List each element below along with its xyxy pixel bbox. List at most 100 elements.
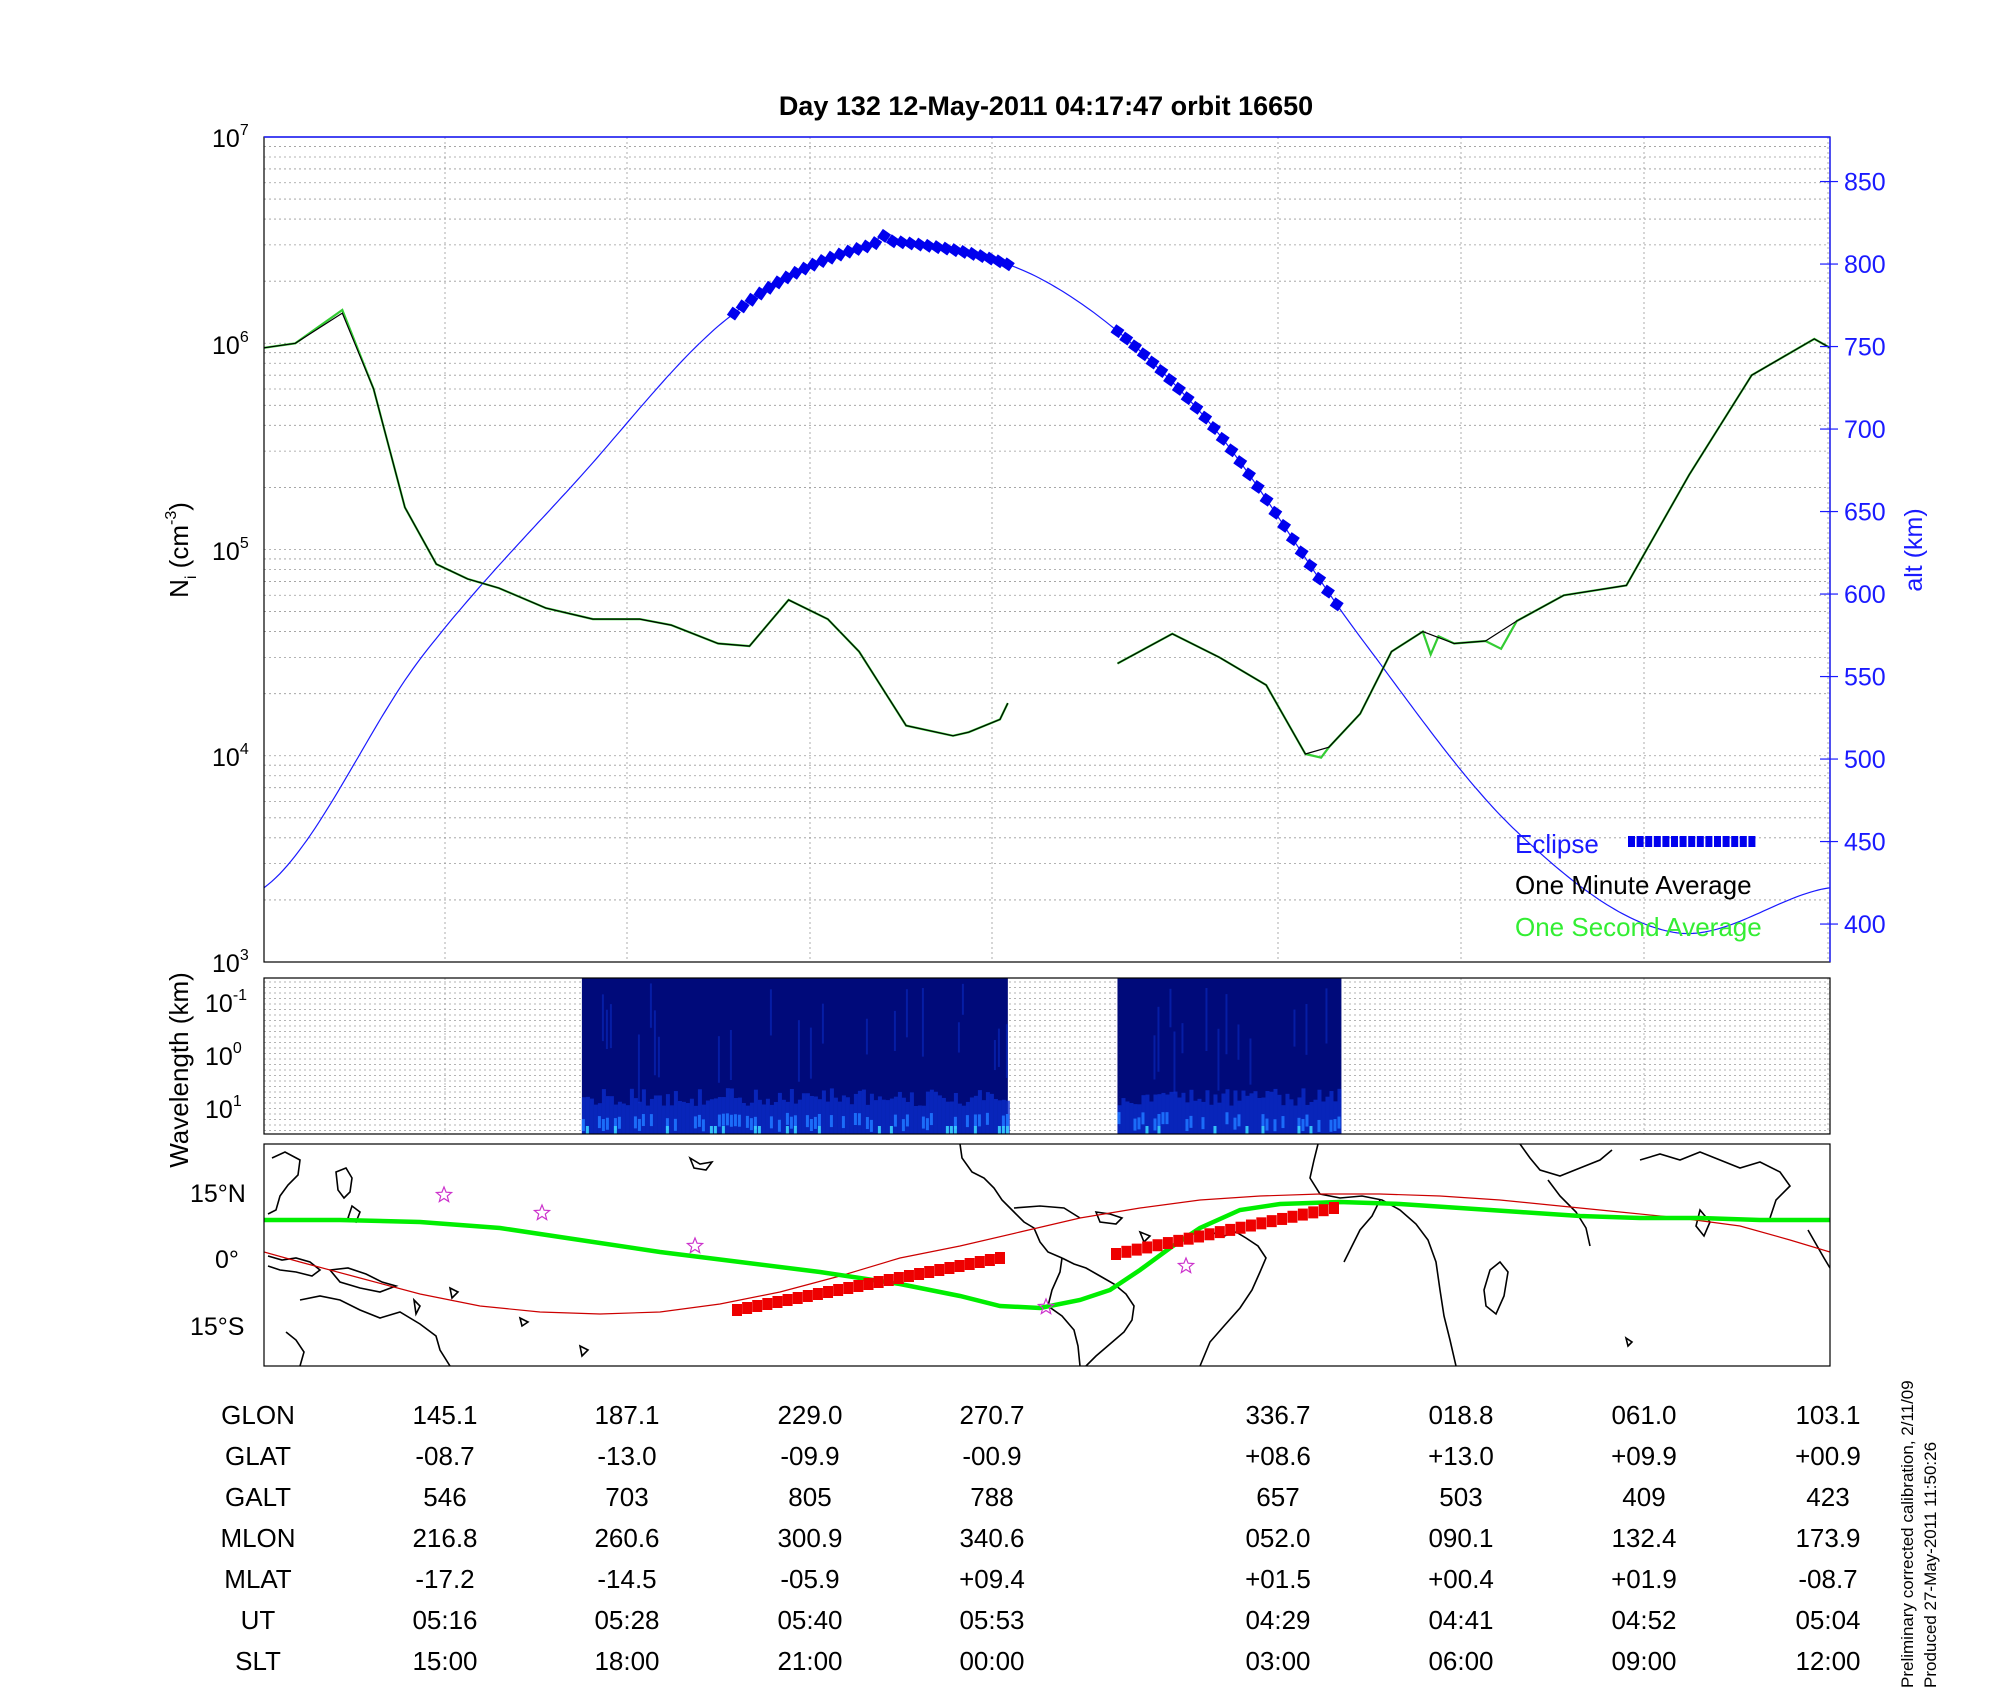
table-row-label: GLAT (225, 1441, 291, 1471)
station-star (1176, 1256, 1196, 1274)
eclipse-marker (1180, 391, 1195, 406)
legend-one-minute: One Minute Average (1515, 870, 1752, 900)
spectro-cell (829, 1088, 834, 1134)
wavelength-axis-label: Wavelength (km) (164, 972, 194, 1168)
y2-tick-label: 550 (1844, 664, 1886, 692)
spectro-cell (813, 1096, 818, 1134)
legend-eclipse: Eclipse (1515, 829, 1599, 859)
spectro-cell (1181, 1092, 1186, 1134)
svg-text:100: 100 (205, 1040, 242, 1071)
spectro-streak (605, 1009, 608, 1050)
spectro-cell (605, 1096, 610, 1134)
spectro-cell (653, 1095, 658, 1134)
station-star (685, 1236, 705, 1254)
one-minute-average-line (264, 312, 1009, 737)
table-cell: 423 (1806, 1482, 1849, 1512)
table-cell: -08.7 (415, 1441, 474, 1471)
coastline (1639, 1151, 1792, 1219)
spectro-cell (637, 1101, 642, 1134)
map-eclipse-marker (1318, 1204, 1329, 1217)
spectro-cell (841, 1116, 845, 1129)
spectro-cell (621, 1103, 626, 1134)
eclipse-marker (1303, 558, 1318, 573)
eclipse-marker (1128, 339, 1142, 354)
spectro-streak (1157, 1006, 1160, 1072)
spectro-cell (1245, 1126, 1249, 1134)
spectro-streak (1181, 1023, 1184, 1054)
spectro-cell (721, 1126, 725, 1134)
map-eclipse-marker (782, 1294, 793, 1306)
spectro-cell (1145, 1126, 1149, 1134)
legend: Eclipse One Minute Average One Second Av… (1515, 829, 1762, 942)
spectro-cell (1301, 1119, 1305, 1132)
y2-tick-label: 600 (1844, 581, 1886, 609)
spectro-cell (1297, 1126, 1301, 1134)
table-cell: 103.1 (1795, 1400, 1860, 1430)
spectro-cell (1197, 1098, 1202, 1134)
eclipse-marker (1329, 597, 1344, 612)
spectro-cell (641, 1114, 645, 1127)
spectro-cell (949, 1126, 953, 1134)
spectro-cell (1117, 1112, 1121, 1125)
spectro-cell (1205, 1090, 1210, 1134)
map-eclipse-marker (1225, 1223, 1236, 1236)
spectro-cell (689, 1098, 694, 1134)
spectro-cell (1189, 1115, 1193, 1128)
spectro-cell (777, 1092, 782, 1134)
spectro-cell (701, 1119, 705, 1132)
spectro-cell (589, 1098, 594, 1134)
map-eclipse-marker (1297, 1208, 1308, 1221)
spectro-cell (901, 1097, 906, 1134)
density-lines (264, 308, 1830, 759)
map-eclipse-marker (1266, 1215, 1277, 1228)
map-eclipse-marker (833, 1284, 844, 1296)
table-cell: 270.7 (959, 1400, 1024, 1430)
spectro-cell (645, 1105, 650, 1134)
spectro-cell (821, 1090, 826, 1134)
right-axis-ticks: 400 450 500 550 600 650 700 750 800 850 (1820, 169, 1886, 939)
table-cell: 05:04 (1795, 1605, 1860, 1635)
spectro-streak (821, 1003, 824, 1044)
spectro-cell (725, 1088, 730, 1134)
spectro-cell (789, 1116, 793, 1129)
eclipse-marker (1215, 431, 1230, 446)
spectro-cell (1213, 1126, 1217, 1134)
spectro-cell (789, 1088, 794, 1134)
map-eclipse-marker (1142, 1241, 1153, 1254)
spectro-cell (1325, 1096, 1330, 1134)
spectro-cell (941, 1097, 946, 1134)
map-eclipse-marker (934, 1264, 945, 1276)
wl-tick-2: 100 (205, 1040, 242, 1071)
spectro-cell (1185, 1119, 1189, 1132)
eclipse-marker (894, 235, 909, 250)
map-eclipse-marker (802, 1290, 813, 1302)
spectro-cell (1337, 1088, 1342, 1134)
one-second-average-line (264, 308, 1009, 737)
legend-eclipse-square (1636, 836, 1644, 847)
coastline (299, 1295, 451, 1366)
table-cell: 503 (1439, 1482, 1482, 1512)
map-eclipse-marker (984, 1254, 995, 1266)
map-eclipse-marker (1162, 1237, 1173, 1250)
eclipse-marker (1198, 410, 1213, 425)
spectro-cell (805, 1115, 809, 1128)
y-tick-1e4: 104 (212, 741, 249, 772)
spectro-cell (713, 1098, 718, 1134)
spectro-cell (749, 1118, 753, 1131)
table-cell: +08.6 (1245, 1441, 1311, 1471)
legend-eclipse-square (1653, 836, 1661, 847)
coastline (1624, 1336, 1634, 1348)
station-stars (434, 1185, 1196, 1315)
spectro-streak (637, 1034, 640, 1104)
spectro-cell (1225, 1089, 1230, 1134)
orbit-tracks (264, 1193, 1830, 1316)
eclipse-marker (1233, 455, 1248, 470)
spectro-cell (913, 1105, 918, 1134)
table-cell: 018.8 (1428, 1400, 1493, 1430)
y2-tick-label: 700 (1844, 416, 1886, 444)
spectro-cell (1261, 1114, 1265, 1127)
spectro-cell (613, 1118, 617, 1131)
one-second-average-line (1116, 337, 1830, 759)
table-cell: 061.0 (1611, 1400, 1676, 1430)
spectro-cell (725, 1113, 729, 1126)
